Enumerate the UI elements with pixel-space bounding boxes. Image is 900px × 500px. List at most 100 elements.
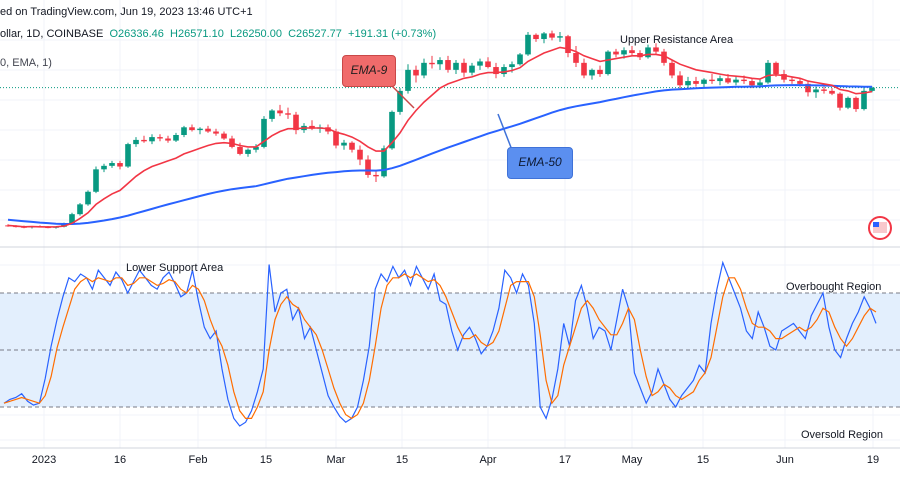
candle-body (765, 62, 771, 83)
stochastic-d-line (3, 273, 877, 420)
x-tick-label: 15 (696, 454, 710, 466)
candle-body (389, 111, 395, 149)
candle-body (429, 62, 435, 65)
candle-body (829, 90, 835, 94)
candle-body (549, 33, 555, 38)
candle-body (421, 62, 427, 76)
candle-body (477, 61, 483, 66)
candle-body (189, 127, 195, 131)
candle-body (525, 34, 531, 55)
x-tick-label: Jun (776, 454, 794, 466)
candle-body (133, 139, 139, 145)
candle-body (869, 87, 875, 91)
candle-body (773, 62, 779, 75)
candle-body (173, 135, 179, 141)
candle-body (493, 67, 499, 75)
candle-body (845, 97, 851, 108)
candle-body (157, 137, 163, 139)
candle-body (757, 82, 763, 86)
x-tick-label: 15 (395, 454, 409, 466)
candle-body (117, 163, 123, 167)
candle-body (453, 62, 459, 70)
candle-body (405, 69, 411, 91)
ema50-callout-pointer (497, 113, 513, 151)
candle-body (501, 67, 507, 75)
candle-body (293, 114, 299, 131)
candle-body (517, 54, 523, 65)
candle-body (853, 97, 859, 110)
candles (0, 30, 900, 229)
flag-icon-canton (873, 222, 879, 227)
upper-resistance-label: Upper Resistance Area (620, 34, 734, 46)
candle-body (101, 165, 107, 170)
candle-body (781, 74, 787, 80)
candle-body (485, 61, 491, 68)
x-tick-label: 15 (259, 454, 273, 466)
candle-body (237, 146, 243, 154)
candle-body (381, 148, 387, 177)
candle-body (333, 131, 339, 146)
change-value: +191.31 (+0.73%) (348, 28, 437, 40)
candle-body (797, 81, 803, 84)
open-value: O26336.46 (109, 28, 164, 40)
candle-body (573, 53, 579, 63)
candle-body (69, 214, 75, 224)
ema9-line (7, 46, 873, 228)
ema50-line (7, 84, 873, 225)
oversold-label: Oversold Region (801, 429, 883, 441)
candle-body (589, 69, 595, 76)
candle-body (821, 89, 827, 91)
candle-body (341, 142, 347, 146)
stochastic-band (0, 292, 900, 408)
x-tick-label: 19 (866, 454, 880, 466)
candle-body (461, 62, 467, 73)
overbought-label: Overbought Region (786, 281, 882, 293)
x-tick-label: 2023 (31, 454, 57, 466)
candle-body (741, 79, 747, 82)
candle-body (629, 50, 635, 54)
candle-body (605, 51, 611, 75)
candle-body (701, 79, 707, 84)
candle-body (565, 36, 571, 54)
candle-body (685, 81, 691, 86)
candle-body (181, 127, 187, 136)
x-tick-label: May (621, 454, 643, 466)
candle-body (397, 90, 403, 112)
candle-body (645, 47, 651, 58)
candle-body (669, 62, 675, 76)
candle-body (141, 139, 147, 142)
candle-body (261, 118, 267, 147)
ema9-callout: EMA-9 (342, 55, 396, 87)
candle-body (837, 93, 843, 108)
candle-body (253, 146, 259, 150)
symbol-info: ollar, 1D, COINBASE (0, 28, 104, 40)
candle-body (581, 62, 587, 76)
x-tick-label: Apr (479, 454, 497, 466)
candle-body (269, 110, 275, 119)
candle-body (357, 149, 363, 160)
candle-body (61, 223, 67, 227)
flag-icon-field (873, 222, 887, 233)
high-value: H26571.10 (170, 28, 224, 40)
candle-body (373, 174, 379, 177)
candle-body (677, 75, 683, 86)
candle-body (285, 113, 291, 115)
candle-body (717, 78, 723, 82)
candle-body (85, 191, 91, 205)
ohlc-legend: ollar, 1D, COINBASE O26336.46 H26571.10 … (0, 28, 436, 40)
candle-body (109, 163, 115, 166)
flag-icon-group (868, 216, 892, 240)
candle-body (469, 65, 475, 73)
candle-body (533, 34, 539, 40)
candle-body (149, 137, 155, 142)
candle-body (749, 81, 755, 86)
candle-body (413, 69, 419, 76)
candle-body (557, 36, 563, 38)
candle-body (349, 142, 355, 150)
stochastic-lines (3, 260, 877, 427)
x-tick-label: 17 (558, 454, 572, 466)
candle-body (77, 204, 83, 215)
close-value: C26527.77 (288, 28, 342, 40)
candle-body (597, 69, 603, 75)
candle-body (813, 89, 819, 93)
